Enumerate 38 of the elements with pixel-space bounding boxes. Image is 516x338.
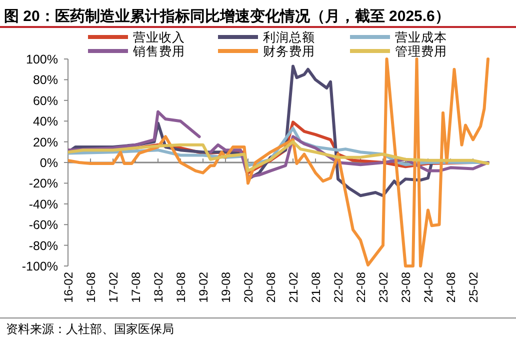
x-tick-label: 20-08 [264,272,278,303]
x-tick-label: 25-02 [466,272,480,303]
legend-label: 利润总额 [263,30,315,44]
x-tick-label: 16-08 [84,272,98,303]
y-tick-label: 20% [32,135,58,150]
y-tick-label: -100% [22,260,58,274]
x-tick-label: 18-08 [174,272,188,303]
x-tick-label: 23-02 [376,272,390,303]
x-tick-label: 21-08 [309,272,323,303]
legend-label: 营业成本 [395,30,447,44]
chart-title: 图 20：医药制造业累计指标同比增速变化情况（月，截至 2025.6） [4,7,450,25]
y-tick-label: -80% [28,238,58,253]
x-tick-label: 24-02 [422,272,436,303]
x-tick-label: 19-02 [196,272,210,303]
legend-label: 营业收入 [133,30,185,44]
x-tick-label: 17-02 [106,272,120,303]
y-tick-label: 100% [26,52,58,66]
y-tick-label: 40% [32,114,58,129]
text: 资料来源：人社部、国家医保局 [6,322,174,336]
y-tick-label: -60% [28,218,58,232]
x-tick-label: 22-08 [354,272,368,303]
x-tick-label: 22-02 [332,272,346,303]
x-tick-label: 17-08 [129,272,143,303]
x-tick-label: 20-02 [242,272,256,303]
x-tick-label: 18-02 [152,272,166,303]
y-tick-label: -40% [28,197,58,212]
x-tick-label: 21-02 [286,272,300,303]
legend-label: 销售费用 [132,44,185,58]
legend-label: 管理费用 [395,44,447,58]
x-tick-label: 24-08 [444,272,458,303]
y-tick-label: 0% [40,156,58,170]
y-tick-label: 60% [32,94,58,108]
y-tick-label: 80% [32,73,58,88]
x-tick-label: 19-08 [219,272,233,303]
x-tick-label: 16-02 [62,272,76,303]
legend-label: 财务费用 [263,44,315,58]
x-tick-label: 23-08 [399,272,413,303]
y-tick-label: -20% [28,176,58,191]
